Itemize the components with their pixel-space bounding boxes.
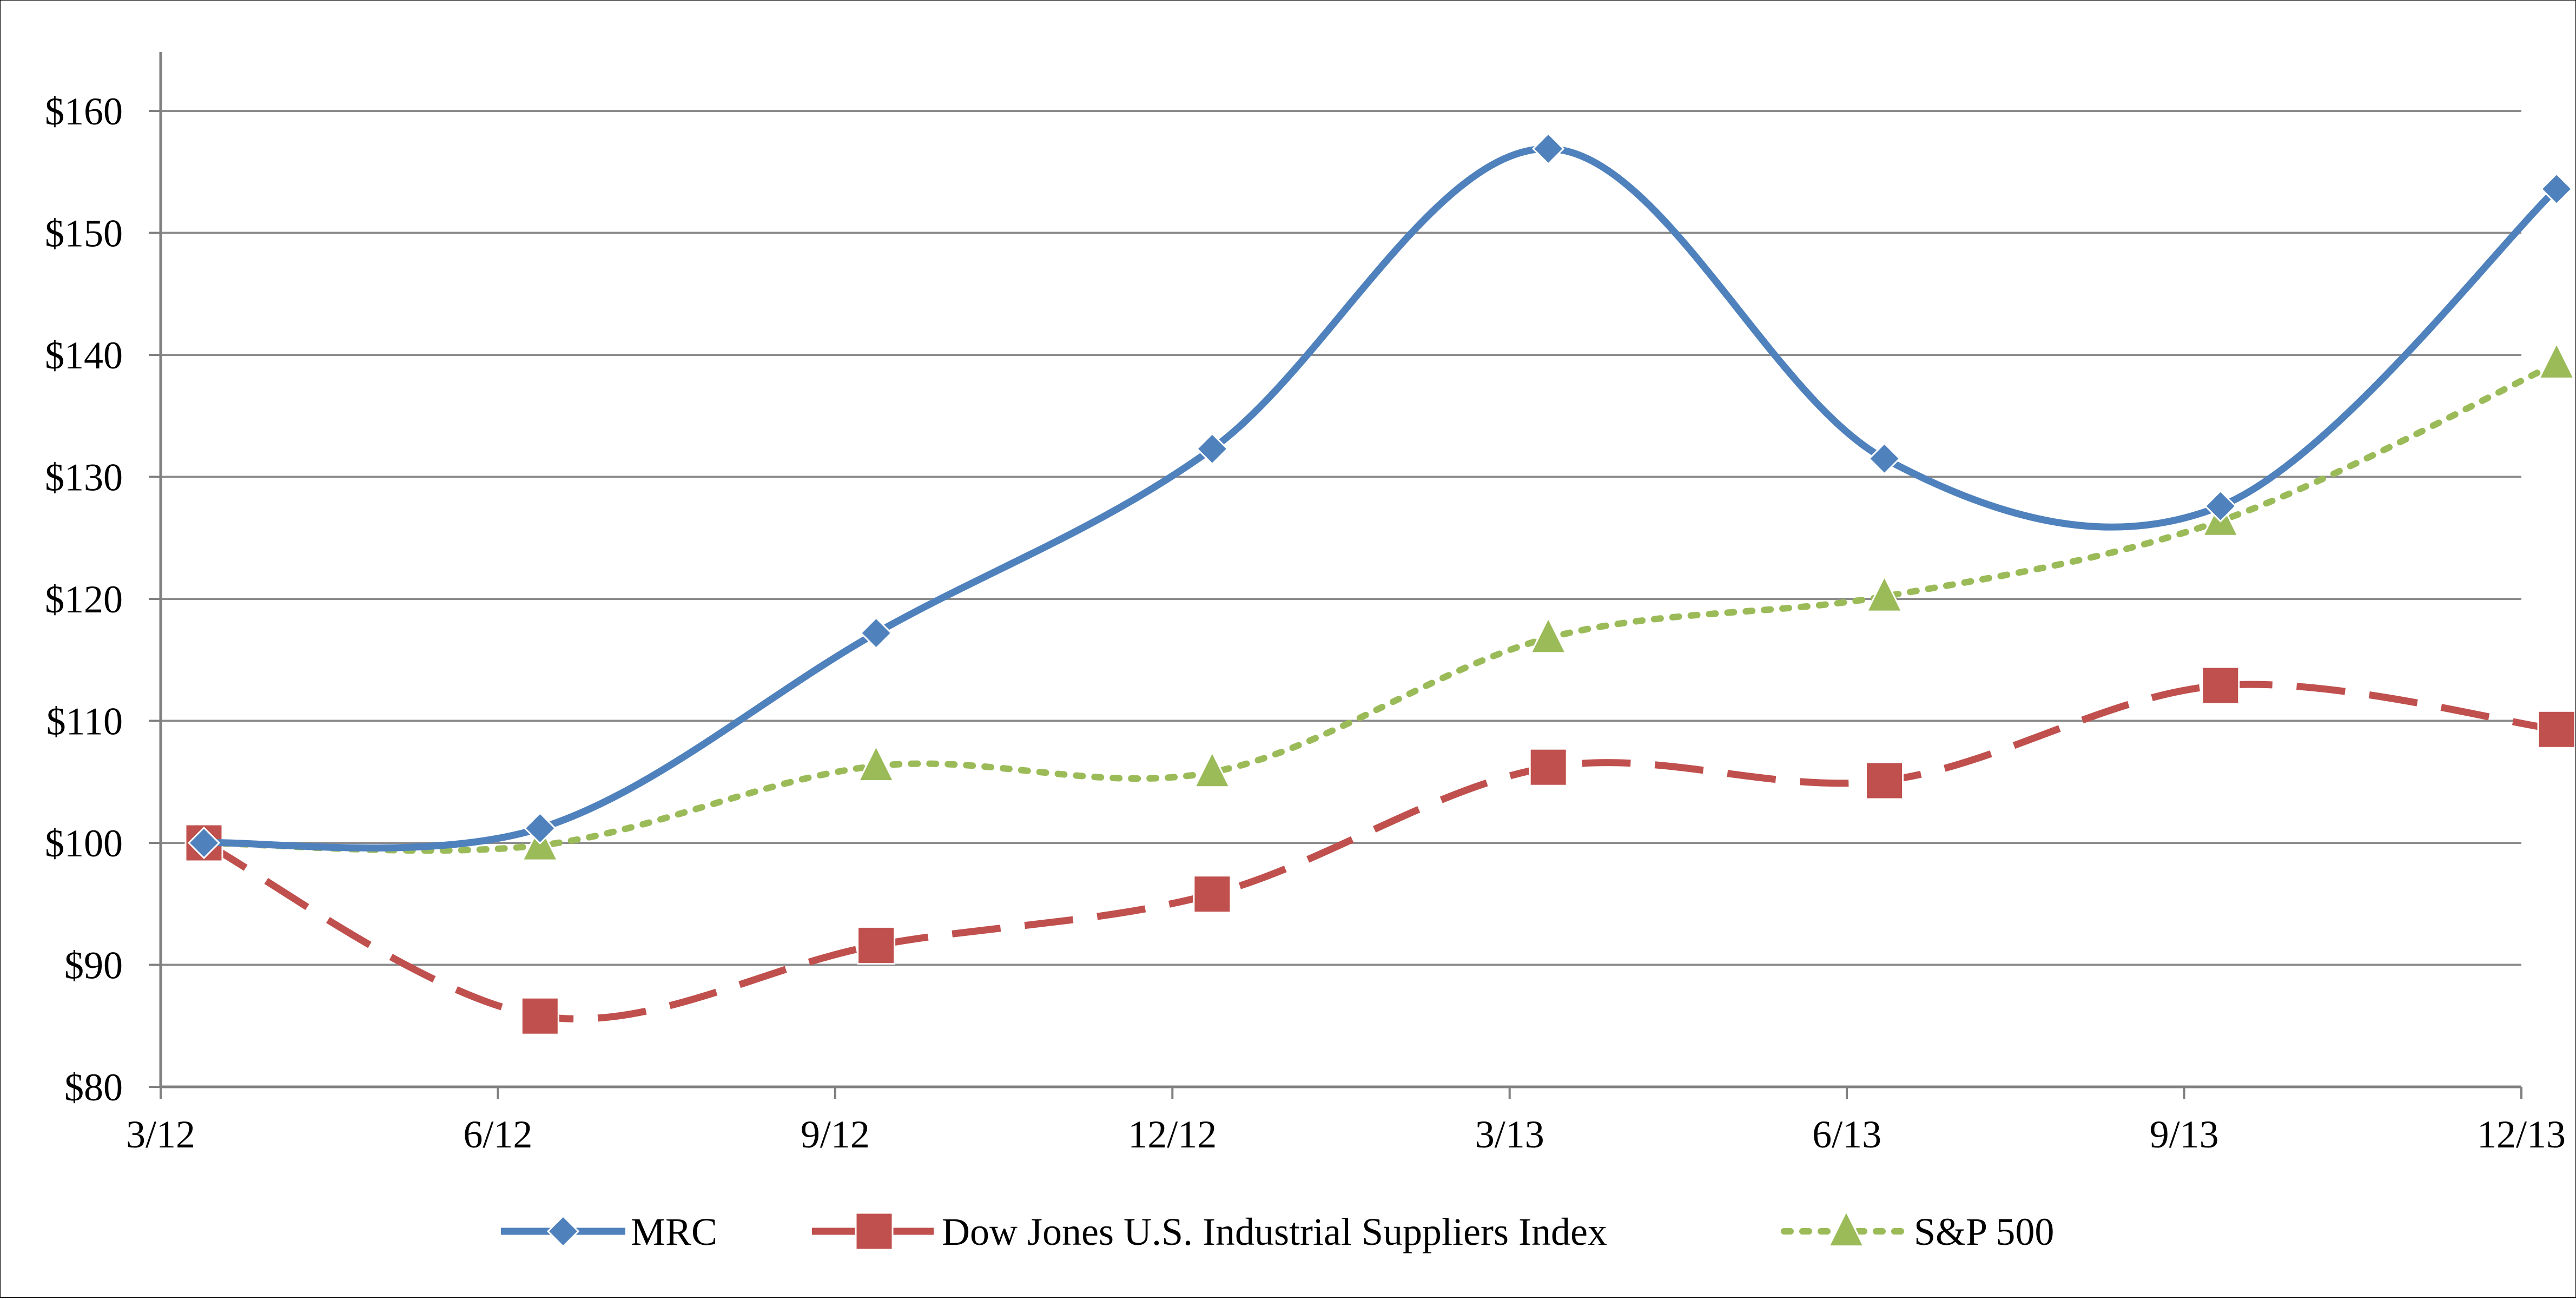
point-marker	[1193, 750, 1231, 788]
y-tick-label: $90	[64, 944, 123, 987]
x-tick-label: 9/12	[801, 1113, 870, 1156]
point-marker	[2540, 173, 2573, 206]
y-tick-label: $120	[45, 578, 123, 621]
x-tick-label: 12/13	[2477, 1113, 2566, 1156]
point-marker	[2201, 666, 2240, 705]
x-tick-label: 9/13	[2150, 1113, 2219, 1156]
point-marker	[1865, 761, 1904, 800]
series-line	[203, 145, 2559, 852]
point-marker	[520, 997, 559, 1035]
legend-label: MRC	[631, 1210, 717, 1253]
point-marker	[546, 1215, 580, 1248]
point-marker	[857, 744, 895, 782]
legend: MRC Dow Jones U.S. Industrial Suppliers I…	[501, 1209, 2054, 1253]
series-mrc	[187, 132, 2573, 860]
point-marker	[1529, 748, 1568, 787]
legend-label: Dow Jones U.S. Industrial Suppliers Inde…	[942, 1210, 1607, 1253]
x-tick-label: 12/12	[1128, 1113, 1217, 1156]
point-marker	[2537, 710, 2576, 749]
point-marker	[187, 826, 221, 860]
y-tick-label: $140	[45, 334, 123, 377]
point-marker	[1529, 616, 1567, 654]
x-tick-label: 3/13	[1475, 1113, 1544, 1156]
legend-item: MRC	[501, 1210, 717, 1253]
axes: $80 $90 $100 $110 $120 $130 $140 $150 $160 3/12 6/…	[45, 52, 2566, 1156]
point-marker	[857, 926, 896, 965]
legend-label: S&P 500	[1914, 1210, 2054, 1253]
series-lines	[184, 132, 2576, 1035]
series-line	[201, 360, 2560, 854]
y-tick-label: $100	[45, 822, 123, 865]
x-tick-label: 6/13	[1812, 1113, 1881, 1156]
x-tick-label: 3/12	[126, 1113, 195, 1156]
x-tick-label: 6/12	[463, 1113, 532, 1156]
y-tick-label: $160	[45, 90, 123, 133]
point-marker	[1195, 432, 1229, 465]
series-s-p-500	[185, 341, 2575, 861]
point-marker	[1827, 1209, 1865, 1248]
y-tick-label: $150	[45, 212, 123, 255]
point-marker	[1868, 442, 1901, 475]
y-tick-label: $110	[47, 700, 123, 743]
y-tick-label: $80	[64, 1066, 123, 1109]
point-marker	[860, 617, 893, 650]
point-marker	[524, 811, 557, 845]
point-marker	[2204, 490, 2237, 523]
point-marker	[855, 1212, 894, 1251]
point-marker	[2538, 341, 2575, 379]
y-tick-label: $130	[45, 456, 123, 499]
point-marker	[1866, 575, 1903, 612]
point-marker	[1193, 875, 1232, 914]
series-line	[202, 681, 2557, 1022]
legend-item: Dow Jones U.S. Industrial Suppliers Inde…	[812, 1210, 1607, 1253]
legend-item: S&P 500	[1781, 1209, 2054, 1253]
point-marker	[1532, 132, 1565, 166]
